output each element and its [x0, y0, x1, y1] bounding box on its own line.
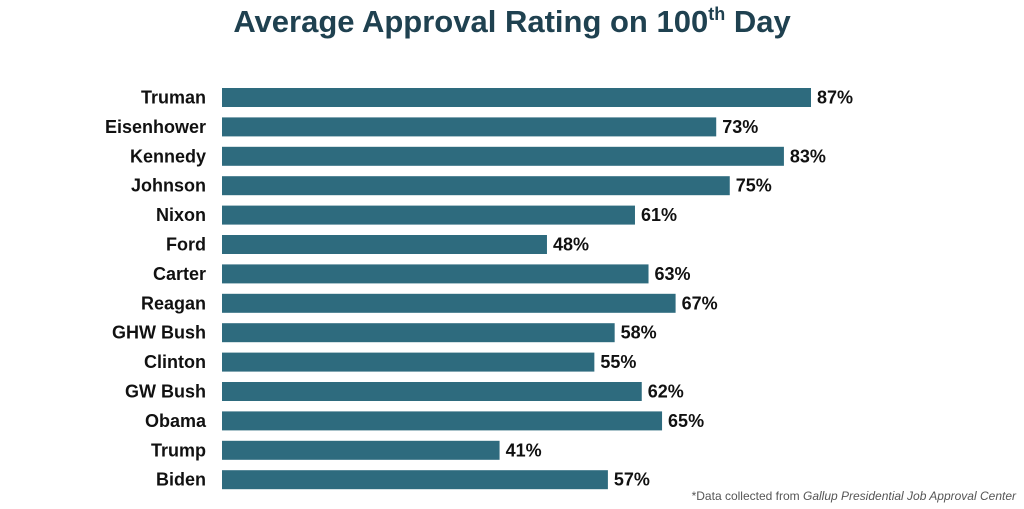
value-label-truman: 87% [817, 88, 853, 108]
bar-gw-bush [222, 382, 642, 401]
footnote-prefix: *Data collected from [691, 489, 803, 503]
category-label-obama: Obama [145, 411, 207, 431]
value-label-gw-bush: 62% [648, 382, 684, 402]
footnote: *Data collected from Gallup Presidential… [692, 489, 1016, 503]
value-label-johnson: 75% [736, 176, 772, 196]
value-label-carter: 63% [655, 264, 691, 284]
value-label-biden: 57% [614, 470, 650, 490]
value-label-ford: 48% [553, 235, 589, 255]
bar-ford [222, 235, 547, 254]
value-label-reagan: 67% [682, 293, 718, 313]
bar-obama [222, 411, 663, 431]
value-label-kennedy: 83% [790, 146, 826, 166]
category-label-carter: Carter [153, 264, 206, 284]
bar-reagan [222, 293, 676, 313]
chart-title: Average Approval Rating on 100th Day [0, 4, 1024, 40]
bar-nixon [222, 205, 635, 225]
value-label-clinton: 55% [600, 352, 636, 372]
category-label-nixon: Nixon [156, 205, 206, 225]
bar-truman [222, 88, 811, 107]
bar-clinton [222, 352, 595, 372]
category-label-kennedy: Kennedy [130, 146, 206, 166]
category-label-reagan: Reagan [141, 293, 206, 313]
value-label-obama: 65% [668, 411, 704, 431]
category-label-ghw-bush: GHW Bush [112, 323, 206, 343]
title-superscript: th [708, 4, 726, 24]
bar-ghw-bush [222, 323, 615, 343]
category-label-biden: Biden [156, 470, 206, 490]
value-label-nixon: 61% [641, 205, 677, 225]
category-label-trump: Trump [151, 440, 206, 460]
value-label-eisenhower: 73% [722, 117, 758, 137]
category-label-truman: Truman [141, 88, 206, 108]
title-main: Average Approval Rating on 100 [233, 4, 709, 39]
bar-carter [222, 264, 649, 284]
bar-eisenhower [222, 117, 717, 137]
value-label-trump: 41% [506, 440, 542, 460]
title-end: Day [725, 4, 791, 39]
footnote-source: Gallup Presidential Job Approval Center [802, 489, 1016, 503]
category-label-ford: Ford [166, 235, 206, 255]
category-label-johnson: Johnson [131, 176, 206, 196]
category-label-gw-bush: GW Bush [125, 382, 206, 402]
category-label-clinton: Clinton [144, 352, 206, 372]
bar-biden [222, 470, 608, 490]
bar-trump [222, 440, 500, 460]
bar-johnson [222, 176, 730, 196]
category-label-eisenhower: Eisenhower [105, 117, 206, 137]
value-label-ghw-bush: 58% [621, 323, 657, 343]
bar-kennedy [222, 146, 784, 166]
